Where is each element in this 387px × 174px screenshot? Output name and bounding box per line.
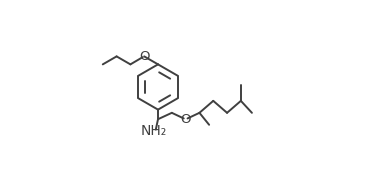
Text: O: O <box>139 50 149 63</box>
Text: O: O <box>180 113 191 126</box>
Text: NH₂: NH₂ <box>141 124 167 138</box>
